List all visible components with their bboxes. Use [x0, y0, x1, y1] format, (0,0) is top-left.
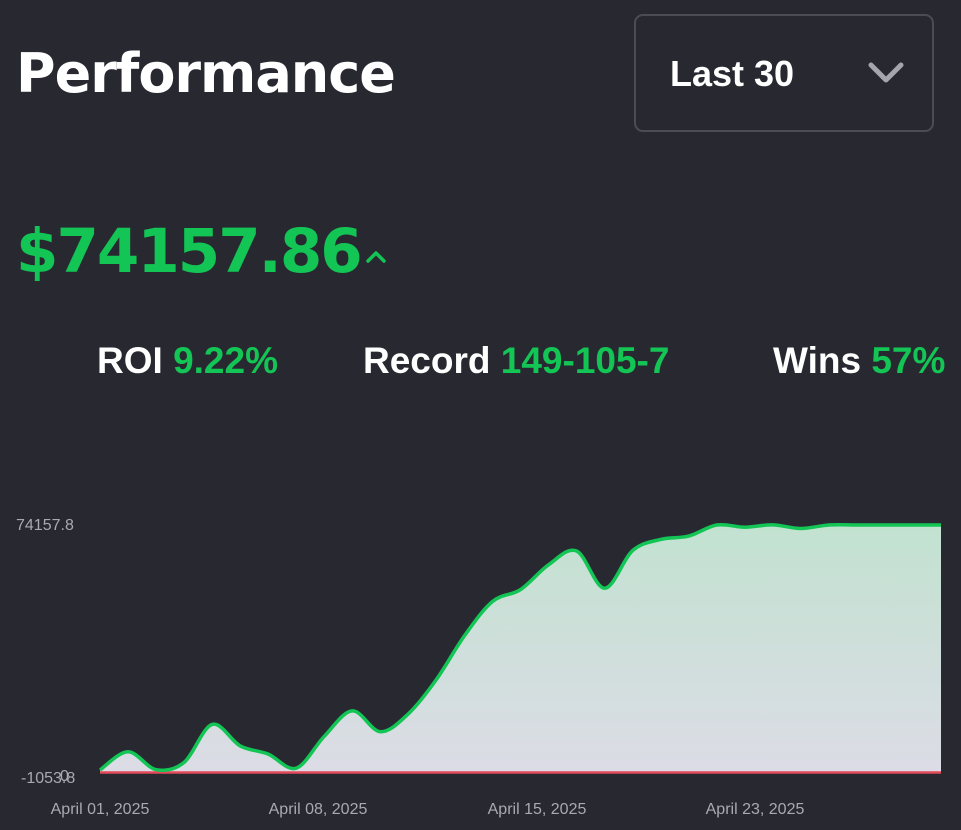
chart-axes: 74157.8 -1053.80 April 01, 2025 April 08, 2…	[16, 517, 804, 818]
x-tick-label: April 15, 2025	[488, 801, 587, 818]
page-title: Performance	[16, 42, 396, 105]
balance-value: $74157.86	[16, 216, 363, 287]
stat-roi-value: 9.22%	[173, 340, 278, 381]
stat-wins-label: Wins	[773, 340, 862, 381]
range-select[interactable]: Last 30	[634, 14, 934, 132]
stat-wins: Wins 57%	[773, 338, 945, 384]
y-tick-max: 74157.8	[16, 517, 74, 534]
chart-plot-area	[98, 522, 941, 774]
stat-record-value: 149-105-7	[500, 340, 670, 381]
caret-up-icon	[366, 251, 386, 263]
x-tick-label: April 08, 2025	[269, 801, 368, 818]
x-tick-label: April 01, 2025	[51, 801, 150, 818]
stat-roi: ROI 9.22%	[97, 338, 278, 384]
y-tick-min: -1053.8	[21, 770, 75, 787]
range-select-value: Last 30	[670, 53, 795, 94]
x-tick-label: April 23, 2025	[706, 801, 805, 818]
stat-record: Record 149-105-7	[363, 338, 669, 384]
series-line	[98, 522, 941, 773]
stat-record-label: Record	[363, 340, 491, 381]
stat-wins-value: 57%	[871, 340, 946, 381]
y-tick-zero: 0	[60, 768, 69, 785]
chevron-down-icon	[868, 62, 904, 83]
series-area	[100, 524, 941, 773]
stat-roi-label: ROI	[97, 340, 163, 381]
